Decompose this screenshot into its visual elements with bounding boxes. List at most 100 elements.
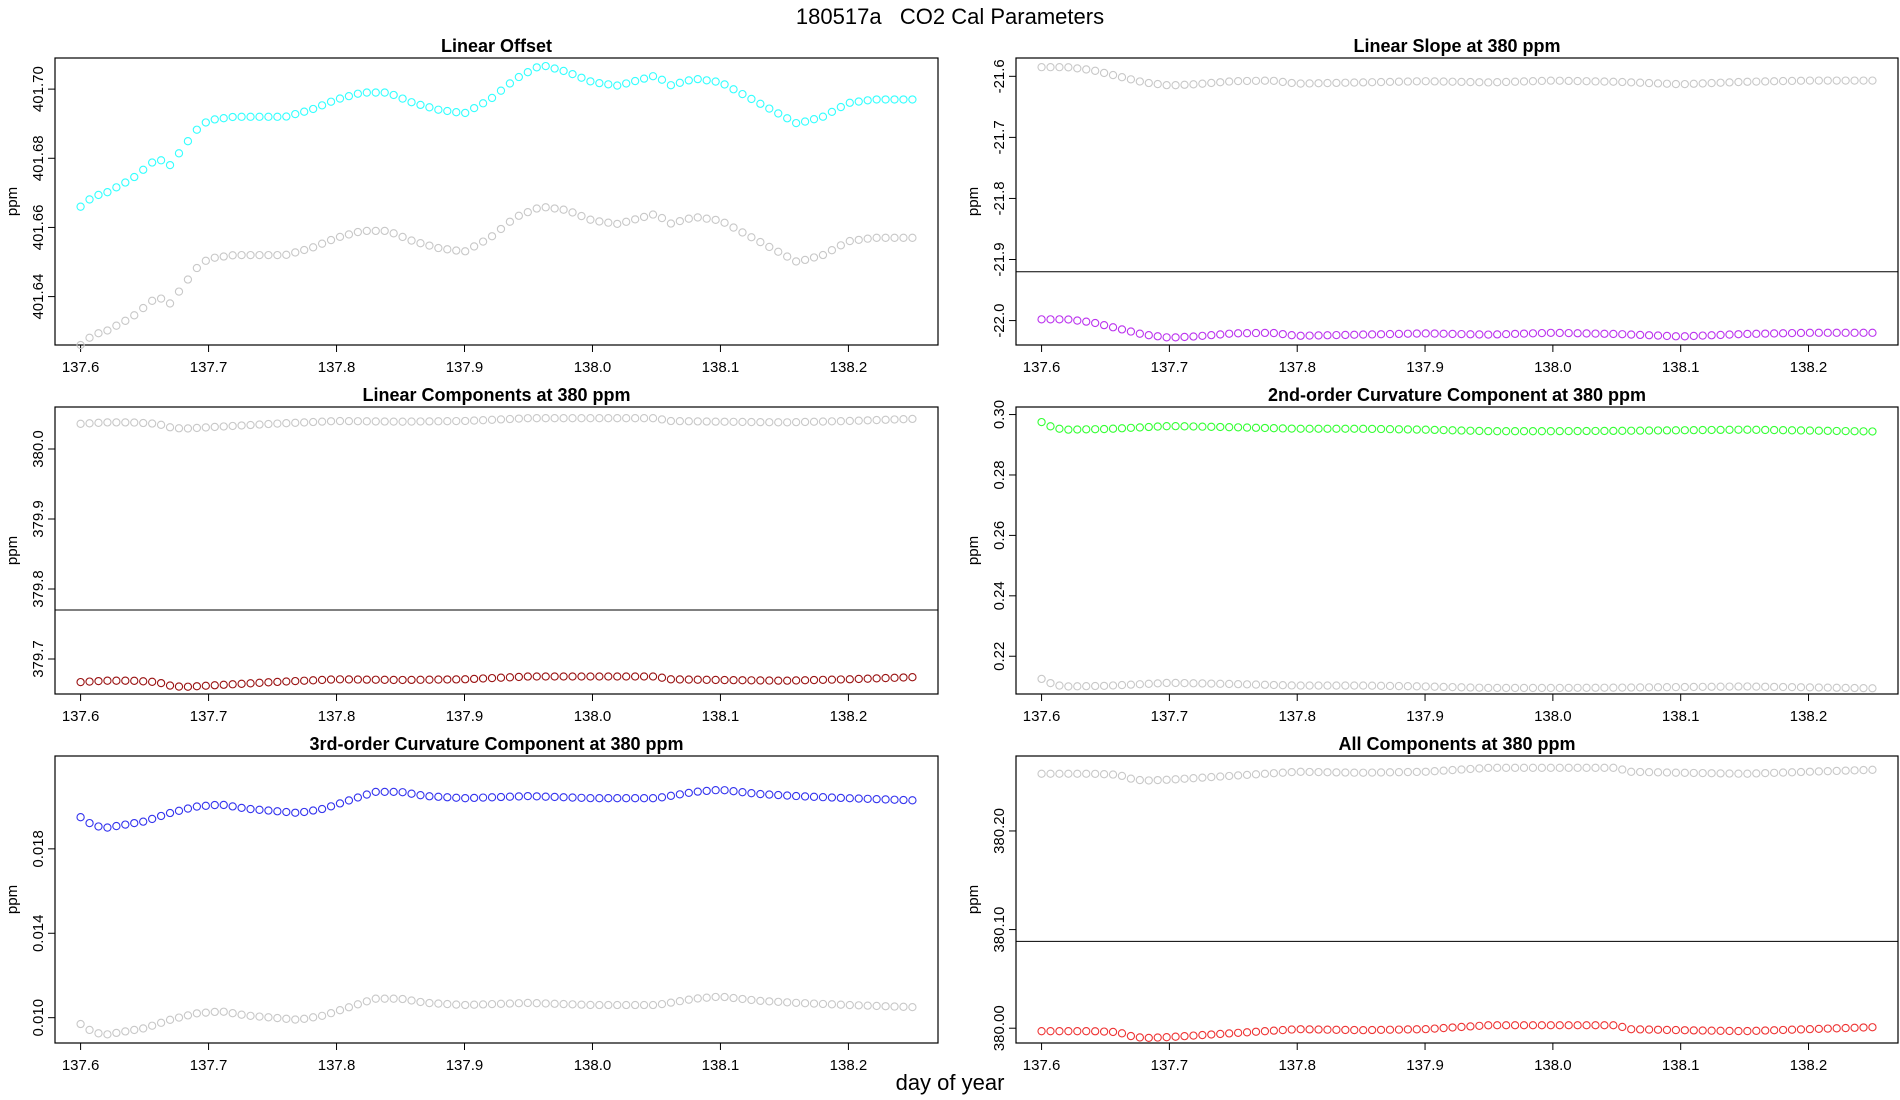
data-point: [1850, 76, 1859, 85]
data-point: [407, 996, 416, 1005]
data-point: [1376, 424, 1386, 434]
data-point: [872, 233, 881, 242]
data-point: [407, 236, 416, 245]
data-point: [1439, 766, 1448, 775]
data-point: [192, 423, 202, 433]
data-point: [827, 675, 837, 684]
data-point: [1653, 1025, 1663, 1034]
data-point: [765, 242, 774, 252]
data-point: [1600, 763, 1609, 772]
data-point: [1475, 764, 1484, 773]
data-point: [747, 995, 756, 1005]
data-point: [1233, 76, 1243, 86]
x-tick-label: 137.6: [62, 708, 100, 725]
data-point: [613, 794, 622, 803]
data-point: [1537, 683, 1547, 693]
data-point: [577, 1000, 586, 1009]
y-axis-label: ppm: [4, 536, 21, 565]
data-point: [112, 418, 121, 427]
data-point: [836, 793, 846, 803]
data-point: [1225, 679, 1234, 689]
data-point: [1216, 330, 1225, 339]
data-point: [398, 417, 407, 426]
series-2: [76, 203, 917, 350]
data-point: [371, 994, 380, 1003]
data-point: [1761, 425, 1770, 435]
data-point: [1091, 425, 1100, 434]
data-point: [1198, 1030, 1207, 1040]
data-point: [693, 994, 702, 1003]
data-point: [1421, 1025, 1430, 1034]
data-point: [1430, 77, 1439, 86]
data-point: [1242, 329, 1252, 338]
data-point: [1627, 767, 1636, 776]
data-point: [854, 416, 863, 425]
data-point: [192, 263, 202, 273]
data-point: [1796, 1025, 1806, 1034]
chart-panel-3: Linear Components at 380 ppm 137.6 137.7 13…: [4, 385, 939, 725]
data-point: [1082, 425, 1091, 434]
y-axis-label: ppm: [965, 536, 982, 565]
x-tick-label: 138.0: [574, 708, 612, 725]
data-point: [1832, 76, 1841, 85]
data-point: [1546, 427, 1555, 436]
y-tick-label: 401.64: [30, 274, 47, 320]
x-tick-label: 137.9: [446, 708, 484, 725]
data-point: [219, 114, 228, 123]
data-point: [1359, 1025, 1368, 1035]
data-point: [139, 1024, 148, 1033]
data-point: [1805, 767, 1815, 776]
data-point: [1564, 76, 1573, 86]
data-point: [94, 822, 103, 831]
data-point: [1314, 767, 1323, 777]
data-point: [1439, 329, 1448, 338]
data-point: [800, 792, 810, 801]
data-point: [371, 88, 380, 97]
data-point: [1198, 773, 1207, 782]
data-point: [1287, 1025, 1296, 1034]
data-point: [774, 418, 783, 427]
data-point: [702, 417, 711, 426]
y-tick-label: 401.66: [30, 204, 47, 250]
data-point: [1591, 683, 1600, 692]
data-point: [1823, 683, 1832, 692]
data-point: [613, 219, 622, 229]
y-tick-label: 0.018: [30, 830, 47, 868]
data-point: [1743, 329, 1752, 339]
data-point: [595, 794, 604, 803]
data-point: [729, 993, 738, 1003]
data-point: [1260, 328, 1270, 338]
data-point: [192, 802, 202, 811]
data-point: [648, 1000, 658, 1010]
data-point: [380, 675, 389, 684]
data-point: [496, 224, 506, 234]
data-point: [317, 101, 327, 110]
data-point: [452, 108, 461, 117]
data-point: [1216, 1029, 1225, 1039]
data-point: [183, 804, 193, 813]
data-point: [1153, 775, 1162, 785]
data-point: [1644, 331, 1654, 340]
data-point: [1519, 1021, 1529, 1030]
data-point: [648, 672, 658, 681]
data-point: [648, 794, 658, 803]
data-point: [1528, 329, 1538, 338]
data-point: [1698, 425, 1707, 435]
data-point: [711, 215, 720, 225]
data-point: [1367, 78, 1377, 87]
data-point: [756, 996, 765, 1006]
data-point: [523, 208, 532, 217]
data-point: [273, 419, 282, 428]
data-point: [1591, 763, 1600, 772]
data-point: [774, 109, 783, 118]
data-point: [1162, 81, 1171, 90]
data-point: [183, 424, 193, 433]
data-point: [1385, 768, 1395, 777]
data-point: [1475, 78, 1484, 87]
data-point: [800, 117, 810, 126]
data-point: [1412, 77, 1421, 86]
data-point: [1260, 680, 1270, 689]
data-point: [514, 414, 524, 423]
data-point: [147, 814, 157, 824]
data-point: [800, 255, 810, 265]
